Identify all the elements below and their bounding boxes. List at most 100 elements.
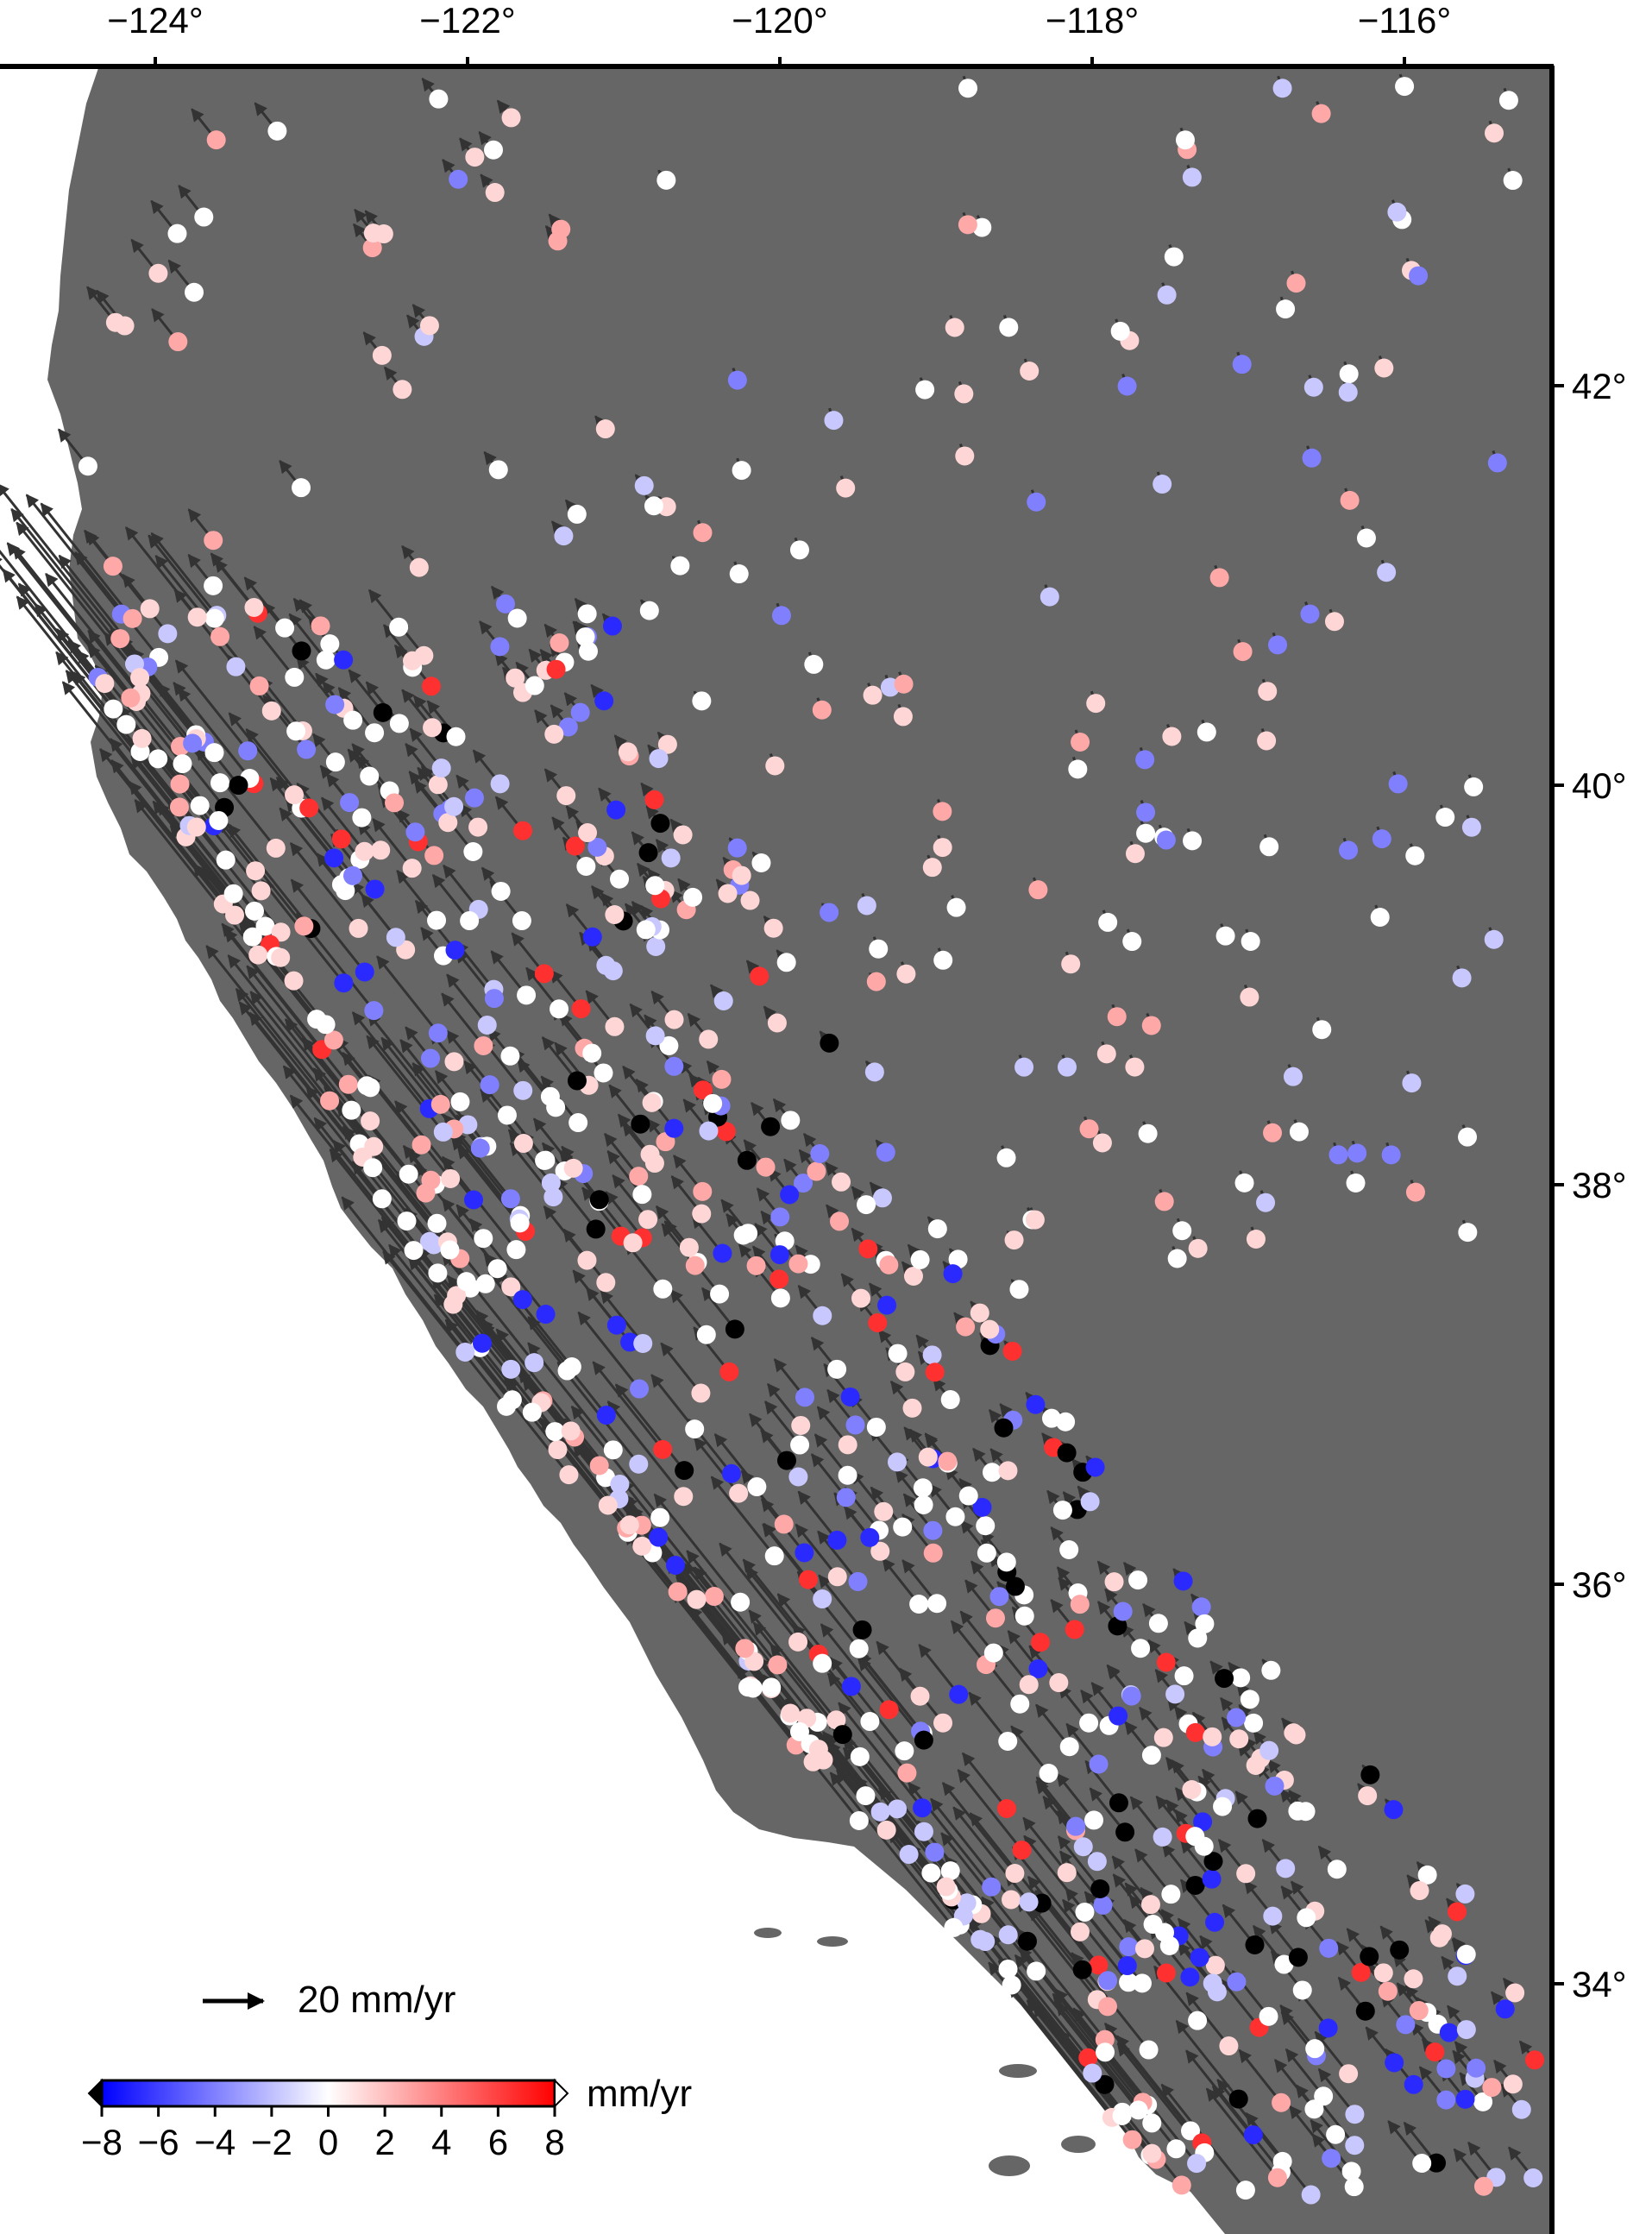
velocity-vector bbox=[296, 782, 342, 840]
gps-station bbox=[556, 786, 576, 806]
velocity-vector bbox=[351, 1011, 430, 1110]
gps-station bbox=[1473, 2092, 1493, 2111]
gps-station bbox=[320, 634, 340, 654]
velocity-vector bbox=[1185, 1992, 1230, 2047]
gps-station bbox=[1139, 2040, 1159, 2060]
velocity-vector bbox=[16, 521, 141, 679]
velocity-vector bbox=[337, 687, 376, 734]
gps-station bbox=[1097, 1997, 1117, 2017]
gps-station bbox=[334, 973, 354, 993]
gps-station bbox=[1083, 2063, 1102, 2083]
gps-station bbox=[1263, 1123, 1283, 1142]
gps-station bbox=[563, 1158, 583, 1178]
gps-station bbox=[693, 523, 713, 543]
gps-station bbox=[1203, 1727, 1222, 1746]
gps-station bbox=[1435, 808, 1455, 828]
velocity-vector bbox=[388, 1243, 514, 1401]
gps-station bbox=[1495, 1999, 1515, 2019]
gps-station bbox=[1078, 2048, 1098, 2067]
gps-station bbox=[1065, 1620, 1084, 1639]
velocity-vector bbox=[1057, 1835, 1102, 1890]
gps-station bbox=[500, 1189, 520, 1209]
gps-station bbox=[1439, 2023, 1459, 2042]
velocity-vector bbox=[372, 818, 413, 870]
velocity-vector bbox=[740, 1469, 785, 1526]
gps-station bbox=[751, 853, 771, 872]
gps-station bbox=[490, 637, 510, 657]
gps-station bbox=[331, 829, 351, 849]
gps-station bbox=[170, 774, 190, 794]
velocity-vector bbox=[1220, 1979, 1260, 2029]
gps-station bbox=[914, 1730, 933, 1750]
gps-station bbox=[1432, 1924, 1452, 1944]
gps-station bbox=[460, 911, 480, 931]
velocity-vector bbox=[249, 991, 375, 1148]
gps-station bbox=[1203, 1852, 1223, 1872]
gps-station bbox=[826, 1710, 846, 1730]
gps-station bbox=[1404, 2074, 1423, 2094]
gps-station bbox=[1209, 568, 1229, 588]
gps-station bbox=[130, 668, 150, 688]
velocity-vector bbox=[763, 1522, 810, 1581]
gps-station bbox=[645, 1026, 665, 1046]
gps-station bbox=[271, 947, 291, 967]
velocity-vector bbox=[320, 796, 366, 853]
velocity-vector bbox=[45, 572, 142, 695]
gps-station bbox=[664, 1056, 684, 1076]
gps-station bbox=[190, 796, 210, 815]
gps-station bbox=[1482, 2078, 1502, 2098]
gps-station bbox=[1247, 1809, 1267, 1828]
gps-station bbox=[1303, 377, 1323, 397]
velocity-vector bbox=[1285, 2048, 1325, 2098]
gps-station bbox=[562, 1357, 581, 1377]
velocity-vector bbox=[380, 1036, 455, 1130]
gps-station bbox=[1185, 1722, 1205, 1742]
gps-station bbox=[1039, 1764, 1058, 1784]
gps-station bbox=[1040, 587, 1059, 607]
gps-station bbox=[206, 130, 226, 150]
gps-station bbox=[913, 1798, 933, 1818]
gps-station bbox=[546, 659, 566, 679]
gps-station bbox=[244, 597, 264, 617]
velocity-vector bbox=[882, 1558, 920, 1605]
velocity-vector bbox=[109, 738, 235, 895]
gps-station bbox=[832, 1172, 851, 1192]
gps-station bbox=[1272, 2151, 1292, 2171]
gps-station bbox=[349, 918, 368, 938]
gps-station bbox=[209, 810, 229, 830]
gps-station bbox=[1213, 1797, 1233, 1816]
gps-station bbox=[430, 1094, 450, 1114]
velocity-vector bbox=[876, 1640, 921, 1697]
gps-station bbox=[1028, 1658, 1048, 1678]
gps-station bbox=[1305, 2039, 1325, 2059]
gps-station bbox=[958, 1486, 978, 1506]
gps-station bbox=[1096, 1044, 1116, 1064]
gps-station bbox=[1409, 266, 1429, 286]
gps-station bbox=[732, 865, 751, 885]
gps-station bbox=[122, 608, 142, 628]
gps-station bbox=[1017, 1931, 1037, 1951]
gps-station bbox=[507, 608, 527, 628]
gps-station bbox=[1110, 321, 1130, 341]
gps-station bbox=[933, 838, 952, 858]
velocity-vector bbox=[396, 869, 438, 922]
gps-station bbox=[484, 989, 504, 1009]
gps-station bbox=[770, 1207, 790, 1227]
gps-station bbox=[897, 1763, 917, 1783]
gps-station bbox=[696, 1325, 716, 1344]
velocity-vector bbox=[952, 1806, 1030, 1904]
gps-station bbox=[727, 838, 747, 858]
velocity-vector bbox=[290, 878, 366, 973]
x-axis-ticks: −124° −122° −120° −118° −116° bbox=[107, 0, 1451, 67]
gps-station bbox=[1498, 91, 1518, 110]
gps-station bbox=[187, 607, 207, 627]
gps-station bbox=[807, 1161, 826, 1181]
gps-station bbox=[946, 897, 966, 917]
gps-station bbox=[1467, 2058, 1486, 2078]
gps-station bbox=[1458, 1223, 1478, 1243]
gps-station bbox=[795, 1388, 814, 1407]
gps-station bbox=[1235, 2181, 1255, 2200]
gps-station bbox=[559, 1465, 579, 1485]
gps-station bbox=[1288, 1948, 1308, 1967]
gps-station bbox=[1117, 376, 1137, 396]
